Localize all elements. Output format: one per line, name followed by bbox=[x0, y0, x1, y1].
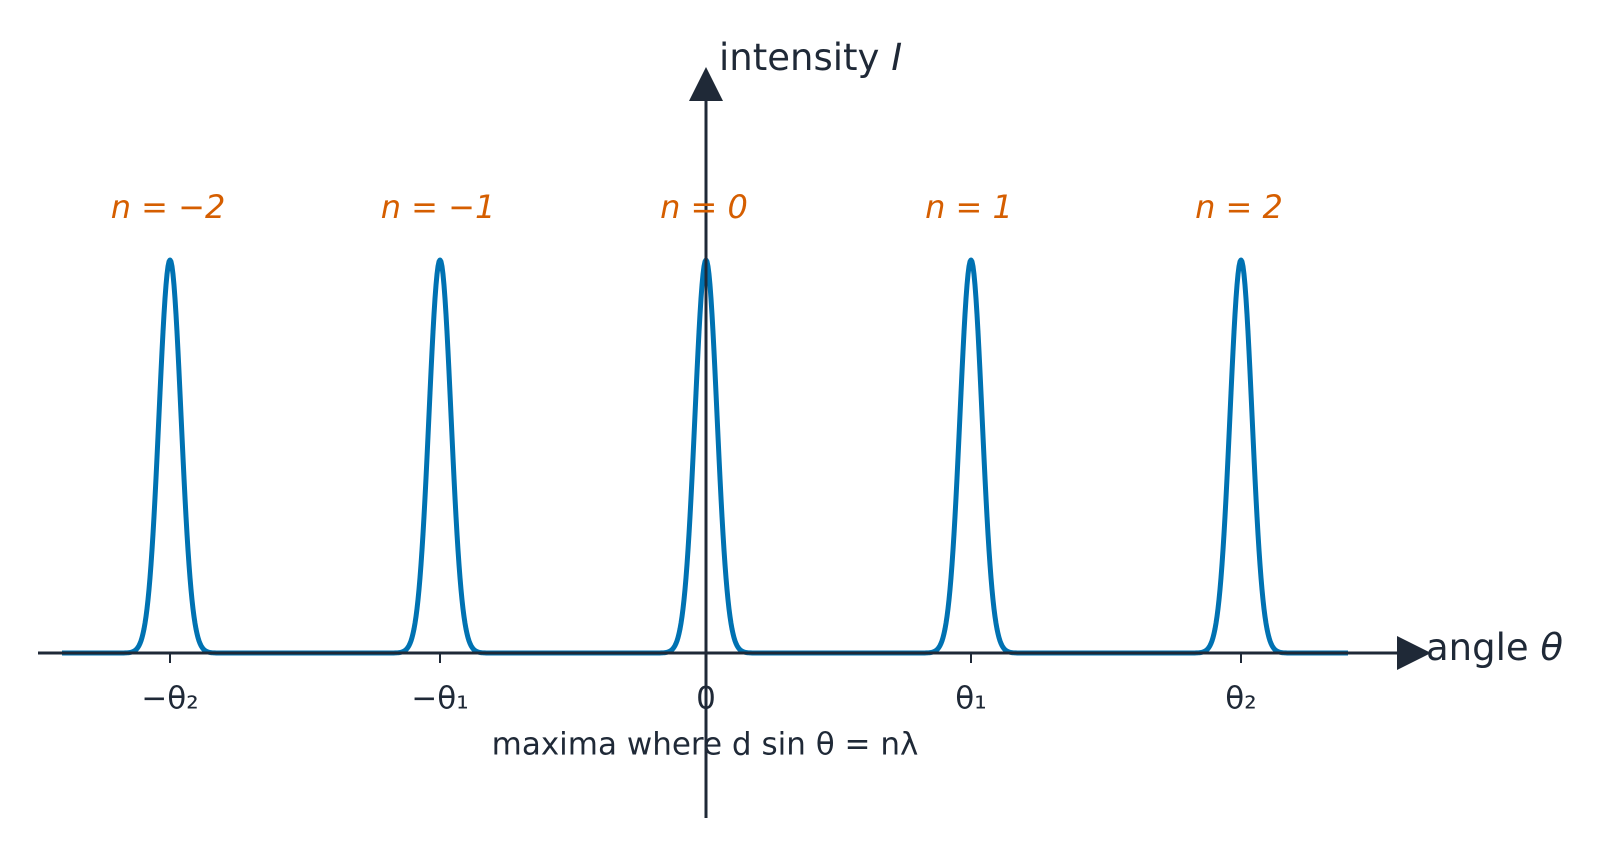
peak-labels: −θ₂ −θ₁ 0 θ₁ θ₂ n = −2 n = −1 n = 0 n = 1 n = 2 bbox=[111, 188, 1283, 717]
tick-label: −θ₂ bbox=[141, 681, 198, 717]
y-axis-label: intensity I bbox=[719, 36, 902, 79]
tick-label: −θ₁ bbox=[411, 681, 468, 717]
x-label-symbol: θ bbox=[1540, 626, 1563, 669]
order-label: n = 2 bbox=[1195, 188, 1283, 226]
y-arrow bbox=[689, 67, 723, 101]
tick-label: 0 bbox=[696, 681, 716, 717]
caption: maxima where d sin θ = nλ bbox=[492, 727, 919, 763]
y-label-text: intensity bbox=[719, 36, 879, 79]
y-label-symbol: I bbox=[891, 36, 902, 79]
order-label: n = 0 bbox=[660, 188, 748, 226]
tick-label: θ₂ bbox=[1225, 681, 1256, 717]
order-label: n = −1 bbox=[381, 188, 496, 226]
order-label: n = −2 bbox=[111, 188, 226, 226]
tick-label: θ₁ bbox=[955, 681, 986, 717]
order-label: n = 1 bbox=[925, 188, 1013, 226]
x-arrow bbox=[1397, 636, 1431, 670]
x-label-text: angle bbox=[1426, 626, 1529, 669]
x-axis-label: angle θ bbox=[1426, 626, 1563, 669]
